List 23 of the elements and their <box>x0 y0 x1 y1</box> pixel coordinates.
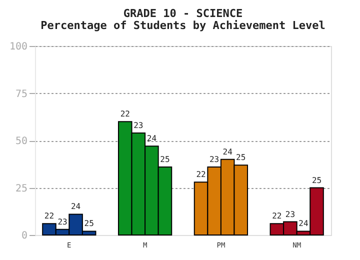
series-label: 24 <box>70 202 81 212</box>
text: 23 <box>134 120 144 130</box>
text: 25 <box>160 154 170 164</box>
y-tick-label: 0 <box>21 230 28 242</box>
text: 23 <box>285 210 296 219</box>
y-tick-label: 75 <box>15 88 28 100</box>
text: 24 <box>298 219 308 228</box>
text: 22 <box>120 110 130 119</box>
series-label: 22 <box>44 212 54 221</box>
y-tick-label: 100 <box>9 42 28 52</box>
text: 23 <box>209 154 220 164</box>
text: 25 <box>312 176 322 185</box>
text: 25 <box>236 153 246 162</box>
chart-title: GRADE 10 - SCIENCE <box>123 7 243 20</box>
chart-subtitle: Percentage of Students by Achievement Level <box>40 19 326 32</box>
y-tick-label: 25 <box>15 183 28 194</box>
y-tick-label: 50 <box>15 136 28 147</box>
series-label: 25 <box>84 219 94 228</box>
series-label: 23 <box>58 217 68 226</box>
text: 24 <box>222 147 232 156</box>
text: 22 <box>196 170 206 180</box>
text: 24 <box>146 134 157 144</box>
text: 22 <box>272 212 282 221</box>
